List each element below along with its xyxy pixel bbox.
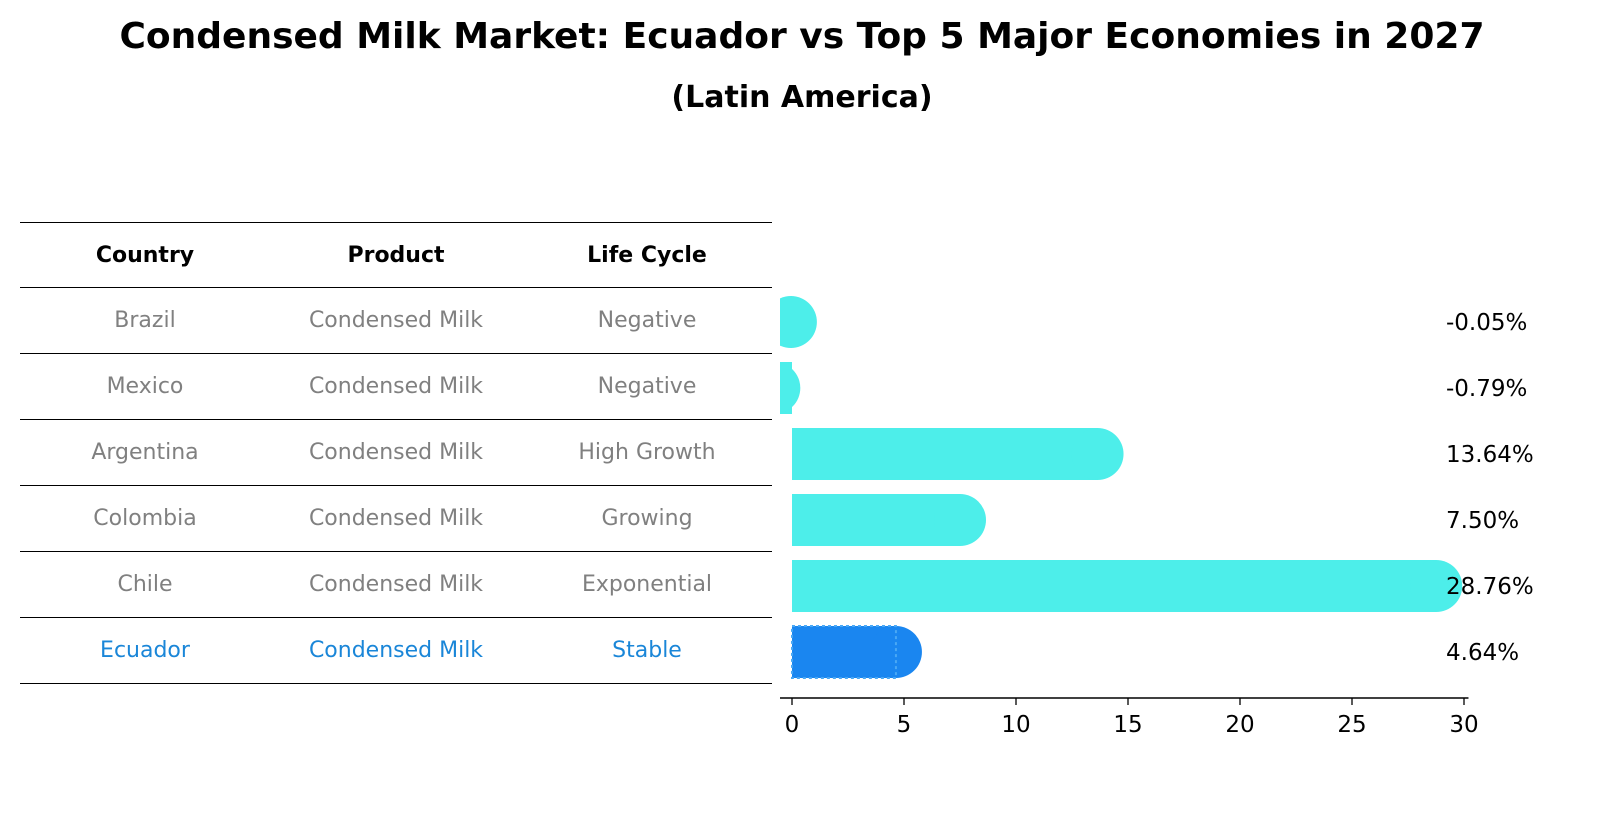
bar-cap-chile: [1410, 560, 1463, 612]
header-country: Country: [95, 242, 195, 268]
cell-product: Condensed Milk: [308, 374, 484, 399]
cell-product: Condensed Milk: [308, 638, 484, 663]
table-row-highlight: Ecuador Condensed Milk Stable: [20, 618, 772, 684]
cell-product: Condensed Milk: [308, 308, 484, 333]
value-label-argentina: 13.64%: [1446, 442, 1534, 468]
bar-argentina: [792, 428, 1098, 480]
cell-life-cycle: Negative: [597, 308, 697, 333]
cell-life-cycle: Exponential: [581, 572, 713, 597]
cell-country: Argentina: [91, 440, 199, 465]
cell-life-cycle: Negative: [597, 374, 697, 399]
x-tick-label-30: 30: [1449, 712, 1478, 738]
x-tick-label-15: 15: [1113, 712, 1142, 738]
bar-chart: -0.05% -0.79% 13.64% 7.50% 28.76% 4.64% 0 5 10 15…: [780, 296, 1534, 738]
table-row: Brazil Condensed Milk Negative: [20, 288, 772, 354]
bar-cap-mexico: [780, 362, 801, 414]
bar-cap-ecuador: [869, 626, 922, 678]
table-row: Argentina Condensed Milk High Growth: [20, 420, 772, 486]
value-label-mexico: -0.79%: [1446, 376, 1527, 402]
cell-product: Condensed Milk: [308, 440, 484, 465]
value-label-colombia: 7.50%: [1446, 508, 1519, 534]
x-tick-label-20: 20: [1225, 712, 1254, 738]
header-life-cycle: Life Cycle: [587, 242, 707, 268]
cell-country: Brazil: [114, 308, 176, 333]
bar-cap-argentina: [1071, 428, 1124, 480]
header-product: Product: [347, 242, 445, 268]
cell-country: Mexico: [106, 374, 184, 399]
chart-title: Condensed Milk Market: Ecuador vs Top 5 …: [119, 16, 1485, 57]
cell-product: Condensed Milk: [308, 506, 484, 531]
cell-country: Chile: [117, 572, 173, 597]
value-label-brazil: -0.05%: [1446, 310, 1527, 336]
value-label-chile: 28.76%: [1446, 574, 1534, 600]
cell-life-cycle: Stable: [612, 638, 682, 663]
x-tick-label-25: 25: [1337, 712, 1366, 738]
cell-life-cycle: Growing: [601, 506, 693, 531]
chart-subtitle: (Latin America): [671, 80, 933, 115]
x-tick-label-10: 10: [1001, 712, 1030, 738]
bar-cap-brazil: [780, 296, 817, 348]
cell-country: Colombia: [93, 506, 197, 531]
table-row: Mexico Condensed Milk Negative: [20, 354, 772, 420]
data-table: Country Product Life Cycle Brazil Conden…: [20, 222, 772, 684]
cell-product: Condensed Milk: [308, 572, 484, 597]
cell-life-cycle: High Growth: [578, 440, 716, 465]
x-tick-label-0: 0: [785, 712, 800, 738]
table-row: Chile Condensed Milk Exponential: [20, 552, 772, 618]
value-label-ecuador: 4.64%: [1446, 640, 1519, 666]
cell-country: Ecuador: [100, 638, 190, 663]
table-row: Colombia Condensed Milk Growing: [20, 486, 772, 552]
x-tick-label-5: 5: [897, 712, 912, 738]
table-header-row: Country Product Life Cycle: [20, 222, 772, 288]
bar-colombia: [792, 494, 960, 546]
bar-chile: [792, 560, 1437, 612]
bar-cap-colombia: [934, 494, 986, 546]
